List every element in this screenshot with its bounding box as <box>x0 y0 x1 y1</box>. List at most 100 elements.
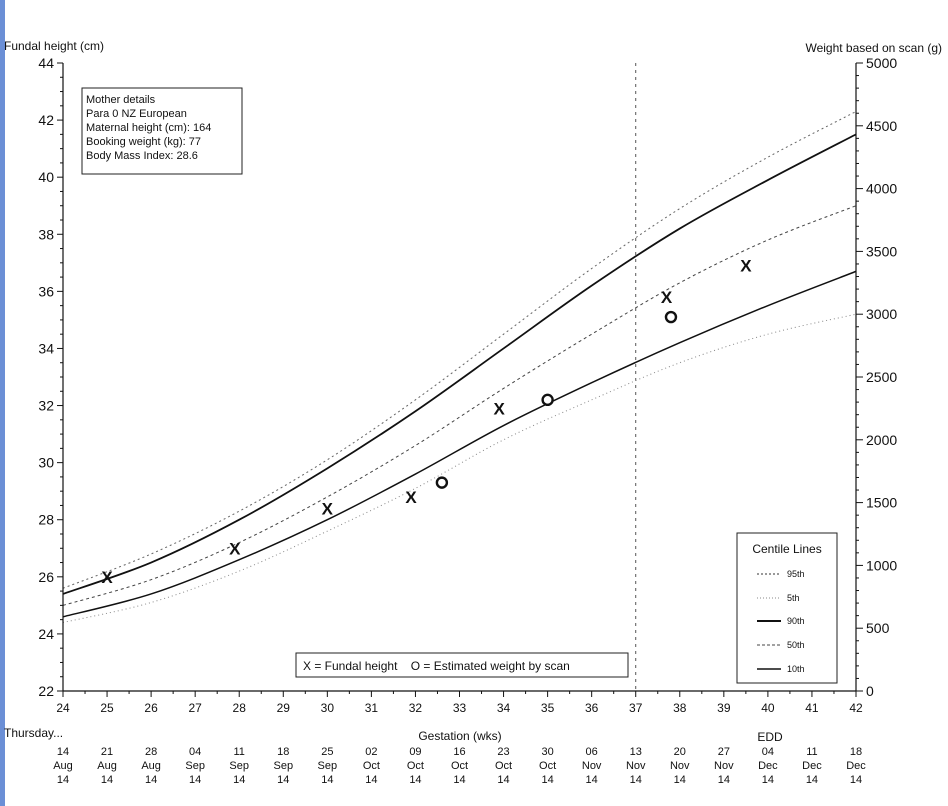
date-day: 11 <box>806 746 817 758</box>
date-month: Sep <box>229 760 249 772</box>
left-tick-label: 22 <box>38 683 54 699</box>
fundal-height-point: X <box>661 288 673 307</box>
x-tick-label: 42 <box>849 701 863 715</box>
right-tick-label: 3500 <box>866 243 897 259</box>
x-tick-label: 40 <box>761 701 775 715</box>
x-tick-label: 25 <box>100 701 114 715</box>
date-day: 18 <box>850 746 862 758</box>
date-day: 18 <box>277 746 289 758</box>
left-tick-label: 40 <box>38 169 54 185</box>
date-month: Oct <box>451 760 468 772</box>
centile-line-5th <box>62 313 857 623</box>
x-tick-label: 38 <box>673 701 687 715</box>
date-year: 14 <box>586 774 598 786</box>
date-month: Sep <box>318 760 338 772</box>
x-tick-label: 29 <box>277 701 291 715</box>
right-tick-label: 1000 <box>866 557 897 573</box>
date-month: Oct <box>407 760 424 772</box>
date-day: 23 <box>497 746 509 758</box>
date-year: 14 <box>850 774 862 786</box>
date-year: 14 <box>57 774 69 786</box>
right-tick-label: 0 <box>866 683 874 699</box>
date-month: Dec <box>846 760 866 772</box>
x-tick-label: 34 <box>497 701 511 715</box>
left-tick-label: 36 <box>38 283 54 299</box>
x-tick-label: 28 <box>233 701 247 715</box>
fundal-height-point: X <box>322 499 334 518</box>
edd-label: EDD <box>757 730 783 744</box>
scan-weight-point <box>541 393 554 407</box>
date-year: 14 <box>365 774 377 786</box>
fundal-height-point: X <box>493 399 505 418</box>
x-tick-label: 39 <box>717 701 731 715</box>
date-month: Nov <box>714 760 734 772</box>
date-year: 14 <box>541 774 553 786</box>
centile-line-50th <box>62 205 857 606</box>
date-month: Oct <box>495 760 512 772</box>
x-tick-label: 33 <box>453 701 467 715</box>
x-tick-label: 32 <box>409 701 423 715</box>
date-year: 14 <box>145 774 157 786</box>
right-tick-label: 500 <box>866 620 890 636</box>
date-year: 14 <box>189 774 201 786</box>
x-tick-label: 31 <box>365 701 379 715</box>
x-tick-label: 27 <box>188 701 202 715</box>
scan-weight-point <box>435 476 449 489</box>
date-month: Dec <box>802 760 822 772</box>
mother-detail-line: Para 0 NZ European <box>86 108 187 120</box>
left-tick-label: 38 <box>38 226 54 242</box>
date-month: Sep <box>185 760 205 772</box>
date-month: Aug <box>97 760 117 772</box>
centile-line-90th <box>62 133 857 595</box>
date-row-label: Thursday... <box>4 726 63 740</box>
date-year: 14 <box>806 774 818 786</box>
scan-weight-point <box>664 310 678 324</box>
date-year: 14 <box>762 774 774 786</box>
symbol-key-box: X = Fundal height O = Estimated weight b… <box>295 652 629 678</box>
right-tick-label: 4500 <box>866 118 897 134</box>
fundal-height-point: X <box>101 568 113 587</box>
date-month: Oct <box>539 760 556 772</box>
left-tick-label: 44 <box>38 55 54 71</box>
x-axis-label: Gestation (wks) <box>418 729 501 743</box>
date-month: Oct <box>363 760 380 772</box>
date-month: Sep <box>273 760 293 772</box>
left-tick-label: 30 <box>38 455 54 471</box>
date-month: Aug <box>53 760 73 772</box>
fundal-height-point: X <box>229 539 241 558</box>
date-day: 27 <box>718 746 730 758</box>
centile-line-10th <box>62 270 857 618</box>
date-day: 16 <box>453 746 465 758</box>
mother-detail-line: Maternal height (cm): 164 <box>86 122 211 134</box>
legend-label-90th: 90th <box>787 616 805 626</box>
x-tick-label: 26 <box>144 701 158 715</box>
left-tick-label: 24 <box>38 626 54 642</box>
x-tick-label: 37 <box>629 701 643 715</box>
date-month: Aug <box>141 760 161 772</box>
date-year: 14 <box>233 774 245 786</box>
left-edge-bar <box>0 0 5 806</box>
date-year: 14 <box>497 774 509 786</box>
x-tick-label: 30 <box>321 701 335 715</box>
date-day: 13 <box>630 746 642 758</box>
legend-label-5th: 5th <box>787 593 800 603</box>
date-year: 14 <box>630 774 642 786</box>
legend-label-10th: 10th <box>787 664 805 674</box>
legend-label-50th: 50th <box>787 640 805 650</box>
date-year: 14 <box>409 774 421 786</box>
legend-label-95th: 95th <box>787 569 805 579</box>
right-axis-label: Weight based on scan (g) <box>805 41 942 55</box>
date-month: Dec <box>758 760 778 772</box>
date-year: 14 <box>321 774 333 786</box>
date-year: 14 <box>674 774 686 786</box>
right-tick-label: 2500 <box>866 369 897 385</box>
fundal-height-point: X <box>405 488 417 507</box>
date-day: 02 <box>365 746 377 758</box>
date-day: 09 <box>409 746 421 758</box>
date-month: Nov <box>582 760 602 772</box>
right-tick-label: 5000 <box>866 55 897 71</box>
centile-legend: Centile Lines 95th 5th 90th 50th 10th <box>736 532 838 684</box>
date-day: 04 <box>189 746 201 758</box>
mother-details-title: Mother details <box>86 94 156 106</box>
